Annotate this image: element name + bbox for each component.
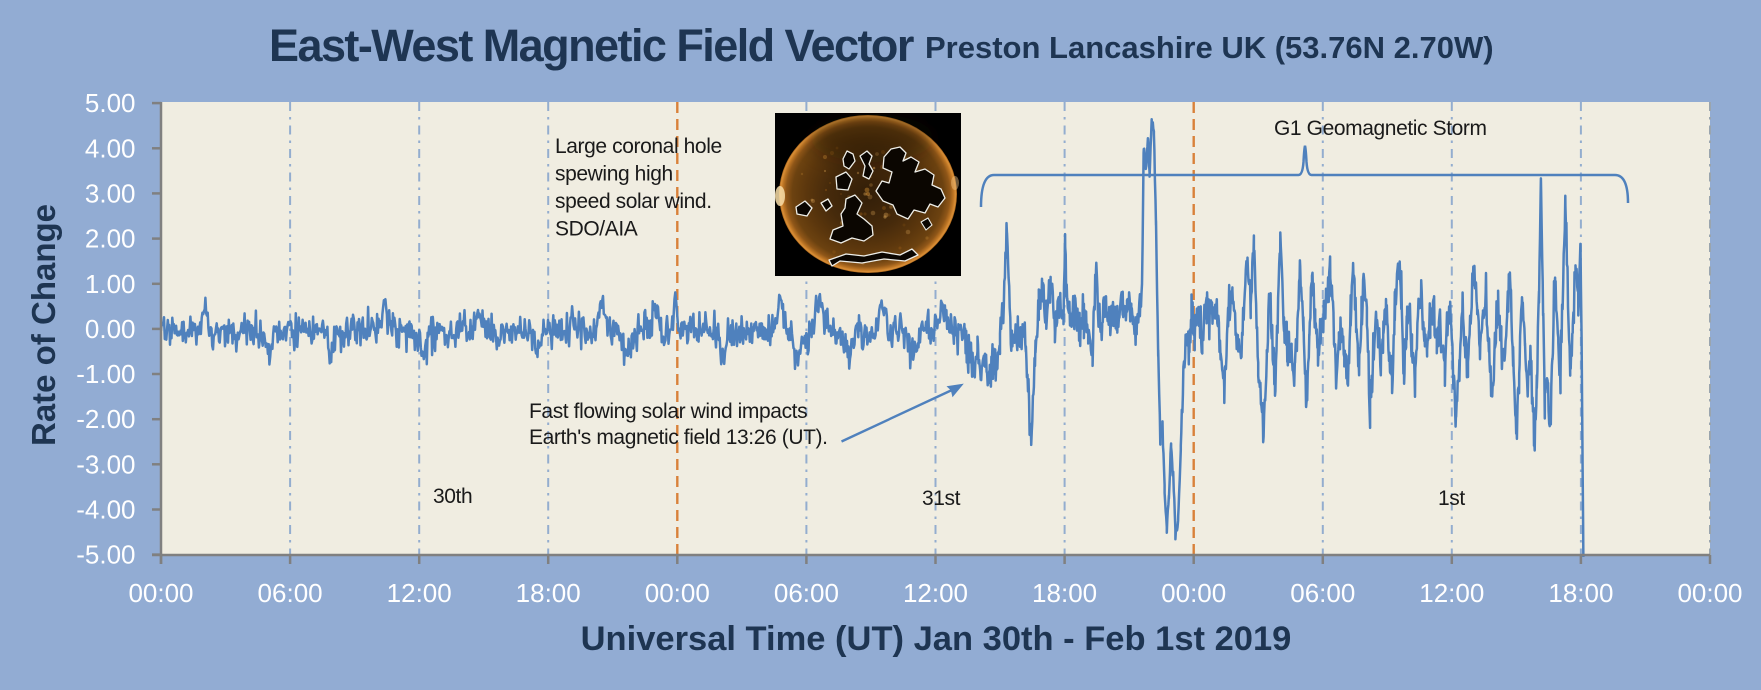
- svg-text:30th: 30th: [433, 485, 472, 508]
- svg-text:Fast flowing solar wind impact: Fast flowing solar wind impacts: [529, 400, 807, 423]
- svg-text:12:00: 12:00: [387, 578, 452, 608]
- svg-text:-5.00: -5.00: [76, 540, 135, 570]
- svg-text:speed solar wind.: speed solar wind.: [555, 190, 712, 213]
- svg-text:06:00: 06:00: [774, 578, 839, 608]
- svg-text:0.00: 0.00: [85, 314, 136, 344]
- svg-text:18:00: 18:00: [1548, 578, 1613, 608]
- svg-text:Earth's magnetic field 13:26 (: Earth's magnetic field 13:26 (UT).: [529, 426, 828, 449]
- svg-text:East-West Magnetic Field Vecto: East-West Magnetic Field Vector: [269, 20, 914, 71]
- svg-text:4.00: 4.00: [85, 133, 136, 163]
- svg-text:G1 Geomagnetic Storm: G1 Geomagnetic Storm: [1274, 117, 1487, 140]
- svg-text:18:00: 18:00: [1032, 578, 1097, 608]
- svg-text:06:00: 06:00: [258, 578, 323, 608]
- svg-text:-4.00: -4.00: [76, 495, 135, 525]
- svg-text:Rate of Change: Rate of Change: [25, 204, 62, 446]
- svg-text:5.00: 5.00: [85, 88, 136, 118]
- svg-text:3.00: 3.00: [85, 178, 136, 208]
- svg-text:SDO/AIA: SDO/AIA: [555, 218, 638, 241]
- svg-text:-3.00: -3.00: [76, 449, 135, 479]
- svg-text:2.00: 2.00: [85, 224, 136, 254]
- svg-text:Large coronal hole: Large coronal hole: [555, 135, 722, 158]
- svg-text:Preston Lancashire UK (53.76N: Preston Lancashire UK (53.76N 2.70W): [925, 30, 1494, 65]
- svg-text:00:00: 00:00: [645, 578, 710, 608]
- svg-text:18:00: 18:00: [516, 578, 581, 608]
- svg-text:06:00: 06:00: [1290, 578, 1355, 608]
- svg-text:12:00: 12:00: [903, 578, 968, 608]
- svg-text:1st: 1st: [1438, 487, 1465, 510]
- svg-text:00:00: 00:00: [128, 578, 193, 608]
- svg-text:12:00: 12:00: [1419, 578, 1484, 608]
- svg-text:31st: 31st: [922, 487, 961, 510]
- svg-text:-2.00: -2.00: [76, 404, 135, 434]
- svg-text:00:00: 00:00: [1677, 578, 1742, 608]
- svg-text:Universal Time (UT) Jan 30th -: Universal Time (UT) Jan 30th - Feb 1st 2…: [581, 620, 1292, 658]
- svg-text:00:00: 00:00: [1161, 578, 1226, 608]
- svg-text:spewing high: spewing high: [555, 163, 673, 186]
- svg-text:1.00: 1.00: [85, 269, 136, 299]
- svg-text:-1.00: -1.00: [76, 359, 135, 389]
